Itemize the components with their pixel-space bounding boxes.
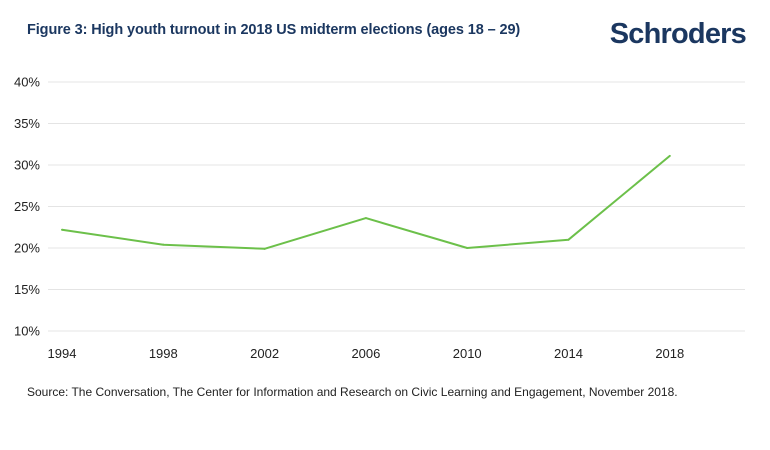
data-point <box>668 154 671 157</box>
y-tick-label: 35% <box>14 116 40 131</box>
y-tick-label: 10% <box>14 324 40 339</box>
series-line <box>61 155 671 250</box>
x-tick-label: 1994 <box>48 346 77 361</box>
data-point <box>162 243 165 246</box>
x-tick-label: 1998 <box>149 346 178 361</box>
brand-logo: Schroders <box>609 18 747 50</box>
x-tick-label: 2018 <box>655 346 684 361</box>
gridlines <box>48 81 745 332</box>
chart-title: Figure 3: High youth turnout in 2018 US … <box>27 22 521 38</box>
data-point <box>567 238 570 241</box>
y-tick-label: 15% <box>14 282 40 297</box>
x-tick-label: 2014 <box>554 346 583 361</box>
y-tick-label: 20% <box>14 241 40 256</box>
data-point <box>466 247 469 249</box>
data-point <box>364 217 367 220</box>
x-axis-ticks: 1994 1998 2002 2006 2010 2014 2018 <box>48 346 685 361</box>
x-tick-label: 2006 <box>351 346 380 361</box>
data-point <box>61 228 63 231</box>
x-tick-label: 2002 <box>250 346 279 361</box>
source-note: Source: The Conversation, The Center for… <box>27 385 678 399</box>
data-point <box>263 247 266 250</box>
y-tick-label: 40% <box>14 75 40 90</box>
y-axis-ticks: 10% 15% 20% 25% 30% 35% 40% <box>14 75 40 339</box>
y-tick-label: 25% <box>14 199 40 214</box>
y-tick-label: 30% <box>14 158 40 173</box>
x-tick-label: 2010 <box>453 346 482 361</box>
series-layer <box>61 154 671 250</box>
